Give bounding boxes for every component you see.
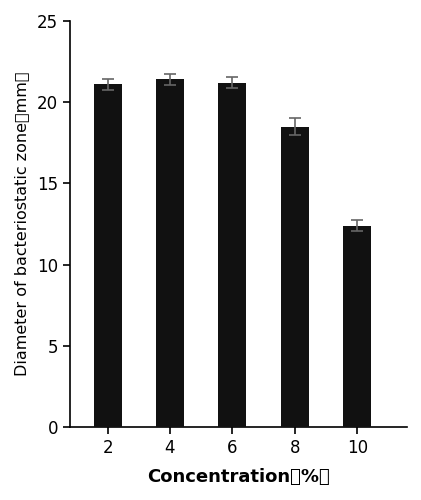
- Bar: [343, 226, 371, 427]
- X-axis label: Concentration（%）: Concentration（%）: [147, 468, 330, 486]
- Bar: [93, 84, 122, 427]
- Bar: [281, 126, 309, 427]
- Bar: [218, 82, 246, 427]
- Y-axis label: Diameter of bacteriostatic zone（mm）: Diameter of bacteriostatic zone（mm）: [14, 72, 29, 376]
- Bar: [156, 80, 184, 427]
